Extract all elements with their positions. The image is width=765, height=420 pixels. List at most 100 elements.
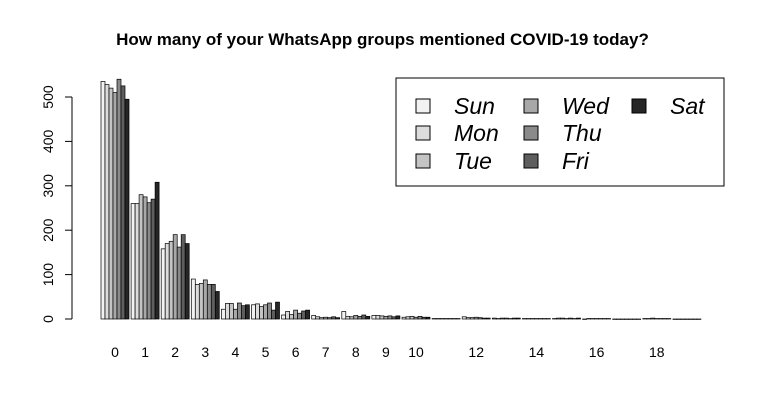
legend-swatch-mon <box>415 125 431 141</box>
bar-thu-6 <box>297 312 302 320</box>
bar-fri-4 <box>241 305 246 320</box>
bar-tue-4 <box>229 303 234 320</box>
bar-thu-4 <box>237 302 242 320</box>
bar-sun-9 <box>371 315 377 320</box>
legend-label-thu: Thu <box>562 120 602 146</box>
bar-tue-2 <box>168 240 174 320</box>
bar-sun-5 <box>251 304 256 320</box>
bar-wed-10 <box>413 316 419 320</box>
bar-wed-1 <box>142 196 148 320</box>
legend-label-tue: Tue <box>454 148 492 174</box>
bar-tue-0 <box>108 87 114 320</box>
bar-sat-9 <box>395 315 401 320</box>
legend-swatch-tue <box>415 153 431 169</box>
bar-mon-10 <box>405 316 411 320</box>
bar-thu-2 <box>176 246 182 320</box>
x-tick-label: 16 <box>589 344 605 360</box>
legend-swatch-thu <box>523 125 539 141</box>
bar-mon-8 <box>345 315 351 320</box>
bar-fri-9 <box>391 316 397 320</box>
bar-thu-10 <box>417 315 423 320</box>
y-tick-label: 0 <box>40 315 56 323</box>
y-tick-label: 500 <box>40 85 56 109</box>
bar-mon-6 <box>285 311 290 320</box>
bar-sun-10 <box>401 316 407 320</box>
legend-swatch-fri <box>523 153 539 169</box>
bar-sat-12 <box>485 317 491 320</box>
bar-sat-2 <box>184 243 190 320</box>
bar-mon-12 <box>465 317 471 320</box>
bar-wed-13 <box>503 317 509 320</box>
bar-mon-7 <box>315 316 321 320</box>
bar-fri-5 <box>271 309 276 320</box>
bar-thu-15 <box>568 317 573 320</box>
bar-sat-13 <box>515 317 521 320</box>
bar-sun-12 <box>461 316 467 320</box>
x-tick-label: 3 <box>201 344 209 360</box>
bar-sat-6 <box>305 309 310 320</box>
bar-fri-1 <box>150 198 156 320</box>
bar-mon-15 <box>556 317 561 320</box>
bar-wed-6 <box>293 309 298 320</box>
legend-label-sat: Sat <box>670 93 706 119</box>
bar-wed-5 <box>263 304 268 320</box>
bar-tue-8 <box>349 316 355 320</box>
bar-mon-2 <box>164 243 170 320</box>
x-tick-label: 1 <box>141 344 149 360</box>
bar-tue-10 <box>409 315 415 320</box>
y-tick-label: 400 <box>40 130 56 154</box>
x-tick-label: 18 <box>649 344 665 360</box>
bar-sat-0 <box>124 98 130 320</box>
bar-thu-1 <box>146 202 152 320</box>
bar-sat-7 <box>335 317 341 320</box>
bar-sat-4 <box>245 304 250 320</box>
bar-thu-3 <box>206 284 212 320</box>
bar-fri-7 <box>331 316 337 320</box>
bar-sat-10 <box>425 316 431 320</box>
bar-sun-2 <box>160 248 166 320</box>
bar-mon-0 <box>104 84 110 320</box>
bar-tue-9 <box>379 315 385 320</box>
x-tick-label: 0 <box>111 344 119 360</box>
legend-swatch-sat <box>631 98 647 114</box>
x-tick-label: 9 <box>382 344 390 360</box>
legend-label-wed: Wed <box>562 93 610 119</box>
bar-thu-5 <box>267 302 272 320</box>
legend-label-fri: Fri <box>562 148 590 174</box>
bar-sun-13 <box>491 317 497 320</box>
bar-fri-13 <box>511 317 517 320</box>
bar-sun-0 <box>100 81 106 320</box>
bar-tue-13 <box>499 317 505 320</box>
bar-wed-3 <box>202 279 208 320</box>
x-tick-label: 14 <box>529 344 545 360</box>
x-tick-label: 10 <box>408 344 424 360</box>
x-tick-label: 2 <box>171 344 179 360</box>
bar-thu-9 <box>387 315 393 320</box>
bar-fri-8 <box>361 314 367 320</box>
bar-thu-0 <box>116 78 122 320</box>
y-tick-label: 100 <box>40 263 56 287</box>
x-tick-label: 7 <box>322 344 330 360</box>
bar-wed-4 <box>233 308 238 320</box>
bar-thu-8 <box>357 315 363 320</box>
bar-fri-2 <box>180 234 186 320</box>
bar-sun-8 <box>341 311 347 320</box>
bar-fri-12 <box>481 317 487 320</box>
bar-wed-12 <box>473 316 479 320</box>
bar-thu-7 <box>327 317 333 320</box>
legend-swatch-wed <box>523 98 539 114</box>
x-tick-label: 6 <box>292 344 300 360</box>
bar-mon-3 <box>194 284 200 320</box>
bar-sun-6 <box>281 314 286 320</box>
bar-sat-15 <box>576 317 581 320</box>
bar-wed-7 <box>323 316 329 320</box>
bar-thu-12 <box>477 317 483 320</box>
bar-fri-6 <box>301 310 306 320</box>
bar-sun-3 <box>190 278 196 320</box>
legend-label-mon: Mon <box>454 120 499 146</box>
legend-box <box>395 77 725 187</box>
bar-wed-8 <box>353 315 359 320</box>
bar-sun-7 <box>311 315 317 320</box>
bar-sat-1 <box>154 181 160 320</box>
